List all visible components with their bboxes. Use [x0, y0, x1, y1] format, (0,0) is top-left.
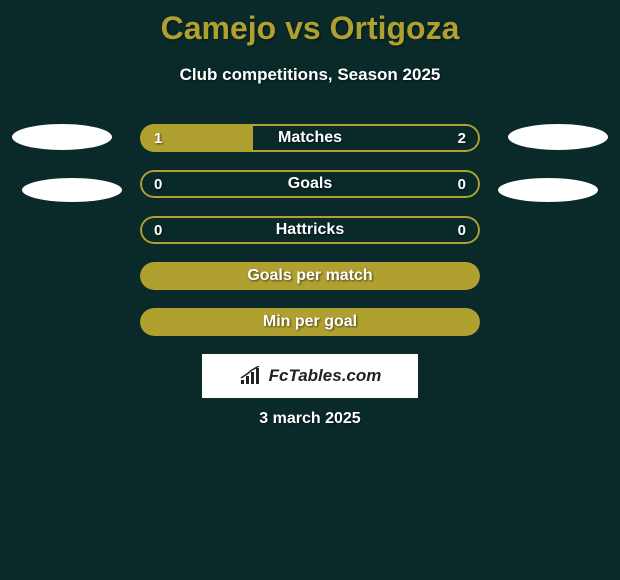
bar-right-value: 0 — [458, 216, 466, 244]
page-title: Camejo vs Ortigoza — [0, 0, 620, 47]
bar-goals-per-match: Goals per match — [140, 262, 480, 290]
vs-text: vs — [285, 10, 321, 46]
bar-right-value: 2 — [458, 124, 466, 152]
subtitle: Club competitions, Season 2025 — [0, 65, 620, 85]
bar-hattricks: 0 Hattricks 0 — [140, 216, 480, 244]
bar-chart-icon — [239, 366, 263, 386]
bar-label: Hattricks — [140, 216, 480, 244]
bar-min-per-goal: Min per goal — [140, 308, 480, 336]
logo-text: FcTables.com — [269, 366, 382, 386]
bar-label: Matches — [140, 124, 480, 152]
bar-label: Goals — [140, 170, 480, 198]
date-label: 3 march 2025 — [0, 410, 620, 428]
source-logo: FcTables.com — [202, 354, 418, 398]
bar-matches: 1 Matches 2 — [140, 124, 480, 152]
player1-photo-placeholder-mid — [22, 178, 122, 202]
comparison-infographic: Camejo vs Ortigoza Club competitions, Se… — [0, 0, 620, 580]
bar-right-value: 0 — [458, 170, 466, 198]
player2-photo-placeholder-mid — [498, 178, 598, 202]
player1-photo-placeholder-top — [12, 124, 112, 150]
comparison-bars: 1 Matches 2 0 Goals 0 0 Hattricks 0 Goal… — [140, 124, 480, 354]
player2-name: Ortigoza — [330, 10, 460, 46]
player2-photo-placeholder-top — [508, 124, 608, 150]
bar-goals: 0 Goals 0 — [140, 170, 480, 198]
player1-name: Camejo — [161, 10, 277, 46]
bar-label: Goals per match — [140, 262, 480, 290]
bar-label: Min per goal — [140, 308, 480, 336]
